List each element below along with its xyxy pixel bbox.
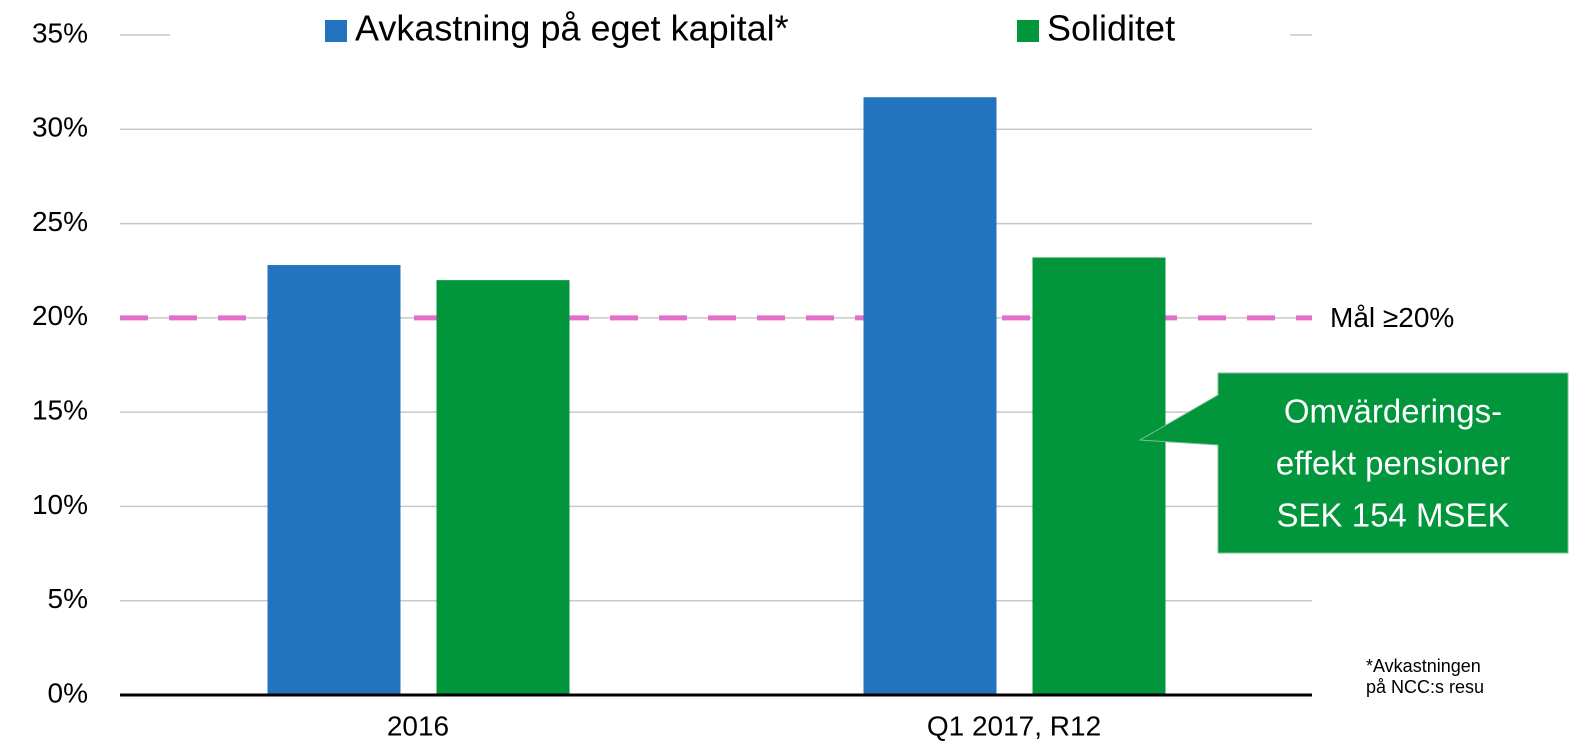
- legend-swatch: [1017, 20, 1039, 42]
- bar: [863, 97, 997, 695]
- y-tick-label: 10%: [32, 489, 88, 520]
- y-tick-label: 15%: [32, 395, 88, 426]
- footnote: *Avkastningen: [1366, 656, 1481, 676]
- y-tick-label: 0%: [48, 677, 88, 708]
- y-tick-label: 20%: [32, 300, 88, 331]
- x-tick-label: 2016: [387, 710, 449, 741]
- y-tick-label: 5%: [48, 583, 88, 614]
- x-tick-label: Q1 2017, R12: [927, 710, 1101, 741]
- callout-text: Omvärderings-: [1284, 393, 1502, 430]
- legend-background: [170, 5, 1290, 60]
- legend-label: Soliditet: [1047, 8, 1175, 49]
- bar: [267, 265, 401, 695]
- bar: [436, 280, 570, 695]
- y-tick-label: 35%: [32, 17, 88, 48]
- callout-text: SEK 154 MSEK: [1277, 497, 1510, 534]
- bar: [1032, 257, 1166, 695]
- callout-text: effekt pensioner: [1276, 445, 1510, 482]
- y-tick-label: 25%: [32, 206, 88, 237]
- callout-box: [1138, 372, 1569, 554]
- target-label: Mål ≥20%: [1330, 302, 1454, 333]
- footnote: på NCC:s resu: [1366, 677, 1484, 697]
- y-tick-label: 30%: [32, 112, 88, 143]
- legend-label: Avkastning på eget kapital*: [355, 8, 789, 49]
- legend-swatch: [325, 20, 347, 42]
